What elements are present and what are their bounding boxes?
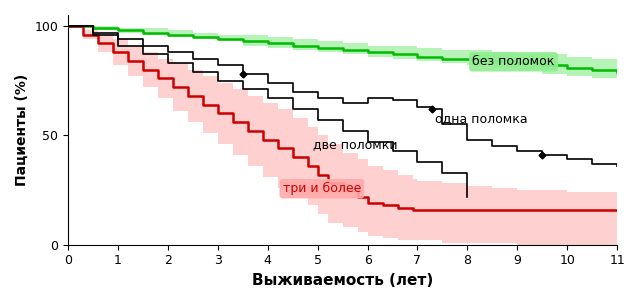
Text: без поломок: без поломок xyxy=(472,55,555,68)
Y-axis label: Пациенты (%): Пациенты (%) xyxy=(15,74,29,186)
X-axis label: Выживаемость (лет): Выживаемость (лет) xyxy=(252,273,433,288)
Text: три и более: три и более xyxy=(283,182,361,195)
Text: две поломки: две поломки xyxy=(313,138,397,152)
Text: одна поломка: одна поломка xyxy=(435,112,527,125)
